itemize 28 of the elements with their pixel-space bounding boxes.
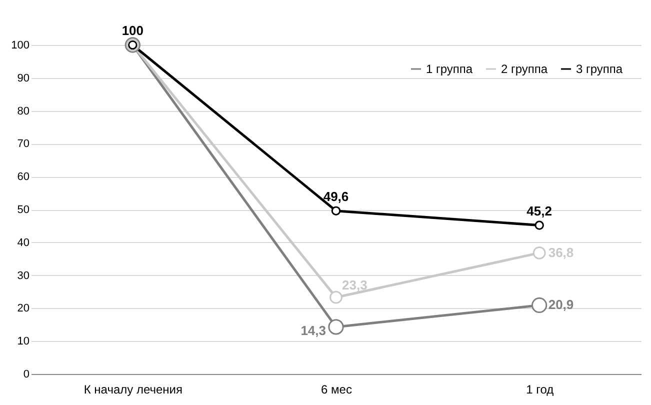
x-tick-label: 6 мес [321,382,352,396]
y-tick-label: 80 [17,105,30,118]
y-tick-label: 70 [17,138,30,150]
y-tick-label: 0 [23,368,30,380]
data-label: 14,3 [300,322,326,338]
x-tick-label: 1 год [526,382,554,396]
y-tick-label: 40 [17,236,30,249]
point [330,290,342,304]
point [534,220,544,230]
point [532,297,548,314]
x-tick-label: К началу лечения [84,382,182,396]
legend-label: 3 группа [576,62,623,76]
data-label: 20,9 [548,297,574,312]
legend-label: 2 группа [501,62,548,76]
y-tick-label: 100 [11,40,30,52]
data-label: 49,6 [323,188,349,204]
y-tick-label: 90 [17,72,30,84]
data-label: 100 [122,23,144,38]
data-label: 45,2 [526,203,552,218]
point [328,319,344,335]
y-tick-label: 30 [17,270,30,282]
point [331,206,341,216]
y-tick-label: 60 [17,171,30,184]
y-tick-label: 20 [17,302,30,315]
y-tick-label: 10 [17,336,30,348]
y-tick-label: 50 [17,204,30,216]
point [532,246,546,260]
legend-label: 1 группа [426,62,473,76]
